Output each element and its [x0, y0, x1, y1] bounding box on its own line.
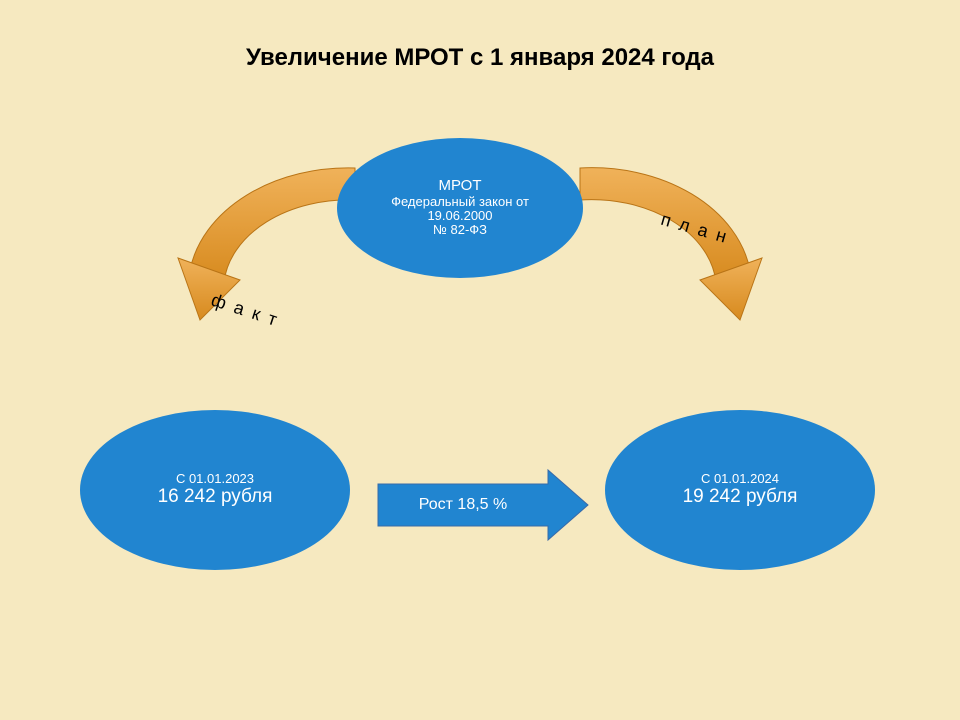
- diagram-stage: Увеличение МРОТ с 1 января 2024 года ф а…: [0, 0, 960, 720]
- left-ellipse: С 01.01.2023 16 242 рубля: [80, 410, 350, 570]
- top-ellipse: МРОТ Федеральный закон от 19.06.2000 № 8…: [337, 138, 583, 278]
- right-ellipse-line2: 19 242 рубля: [683, 487, 798, 508]
- curved-arrow-right: [555, 150, 785, 350]
- top-ellipse-line3: 19.06.2000: [427, 209, 492, 223]
- page-title: Увеличение МРОТ с 1 января 2024 года: [246, 44, 714, 72]
- top-ellipse-line4: № 82-ФЗ: [433, 223, 487, 237]
- growth-arrow-label: Рост 18,5 %: [419, 496, 507, 514]
- right-ellipse: С 01.01.2024 19 242 рубля: [605, 410, 875, 570]
- left-ellipse-line2: 16 242 рубля: [158, 487, 273, 508]
- top-ellipse-line1: МРОТ: [438, 178, 481, 195]
- left-ellipse-line1: С 01.01.2023: [176, 472, 254, 486]
- right-ellipse-line1: С 01.01.2024: [701, 472, 779, 486]
- top-ellipse-line2: Федеральный закон от: [391, 195, 529, 209]
